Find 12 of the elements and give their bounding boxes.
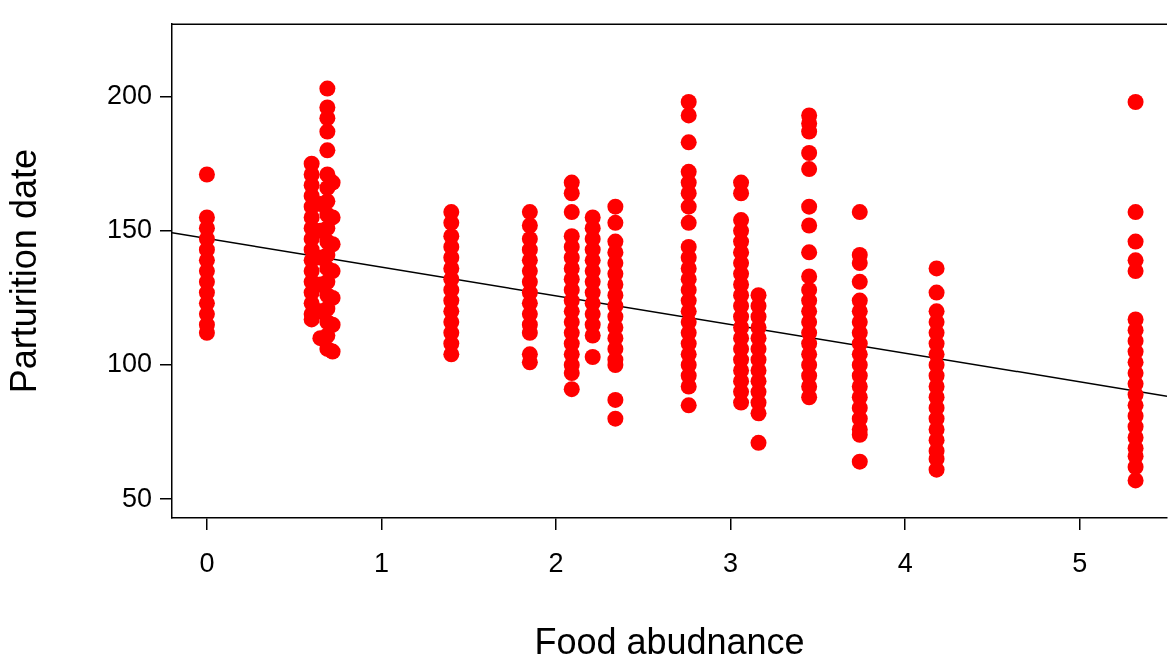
x-tick-label: 2: [548, 547, 564, 578]
x-tick-label: 0: [199, 547, 215, 578]
x-tick-label: 5: [1072, 547, 1088, 578]
y-tick-label: 200: [106, 80, 152, 111]
x-tick-label: 4: [897, 547, 913, 578]
y-tick-label: 150: [106, 214, 152, 245]
y-axis-title: Parturition date: [2, 149, 44, 394]
x-tick-label: 3: [723, 547, 739, 578]
y-tick-label: 50: [121, 482, 152, 513]
x-axis-title: Food abudnance: [534, 621, 805, 663]
x-tick-label: 1: [373, 547, 389, 578]
y-tick-label: 100: [106, 348, 152, 379]
